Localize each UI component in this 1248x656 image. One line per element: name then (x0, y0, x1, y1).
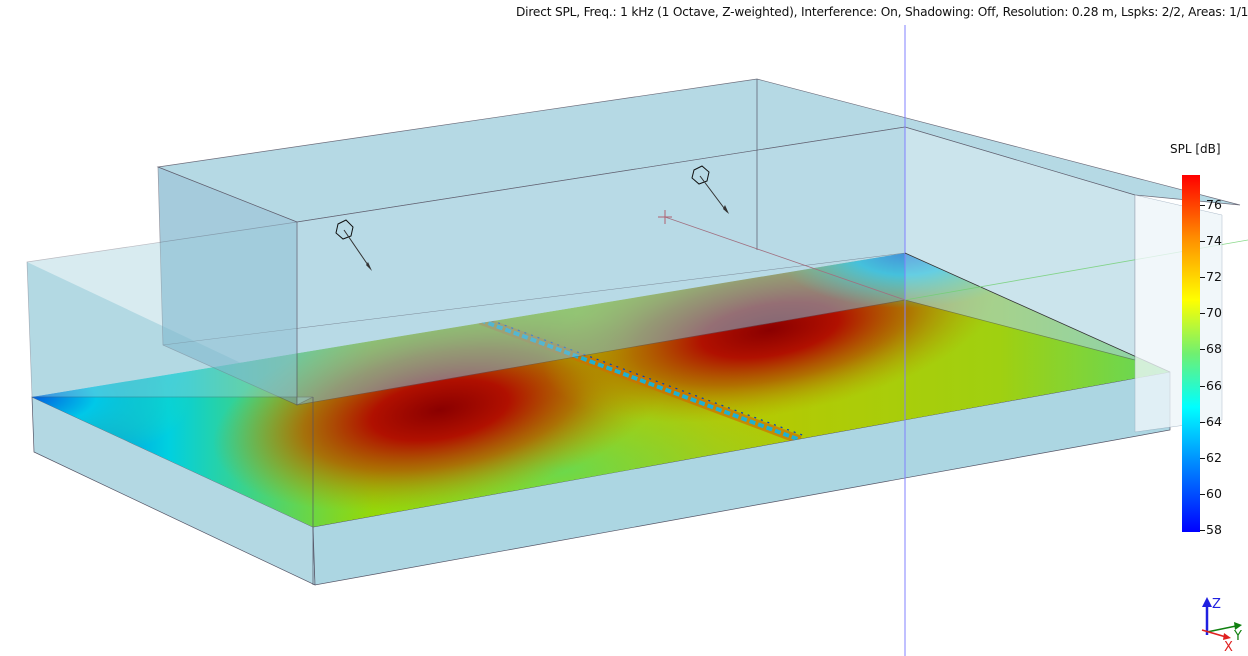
colorbar-tick: 60 (1200, 487, 1222, 501)
axis-y-label: Y (1234, 629, 1242, 644)
loudspeaker-1-icon[interactable] (335, 219, 372, 271)
loudspeaker-2-icon[interactable] (691, 165, 729, 214)
axis-triad-icon[interactable] (1201, 597, 1242, 640)
axis-z-label: Z (1212, 597, 1221, 612)
axis-x-label: X (1224, 640, 1233, 655)
colorbar-tick: 74 (1200, 234, 1222, 248)
origin-marker-icon (658, 210, 672, 224)
colorbar-tick: 76 (1200, 198, 1222, 212)
colorbar-tick: 70 (1200, 306, 1222, 320)
colorbar-gradient (1182, 175, 1200, 532)
colorbar-tick: 64 (1200, 415, 1222, 429)
colorbar-tick: 66 (1200, 379, 1222, 393)
colorbar-tick: 62 (1200, 451, 1222, 465)
colorbar-tick: 58 (1200, 523, 1222, 537)
upper-room-box (26, 25, 1248, 656)
colorbar-title: SPL [dB] (1170, 142, 1221, 156)
calculation-status-text: Direct SPL, Freq.: 1 kHz (1 Octave, Z-we… (516, 5, 1248, 19)
colorbar-tick: 72 (1200, 270, 1222, 284)
colorbar-tick: 68 (1200, 342, 1222, 356)
